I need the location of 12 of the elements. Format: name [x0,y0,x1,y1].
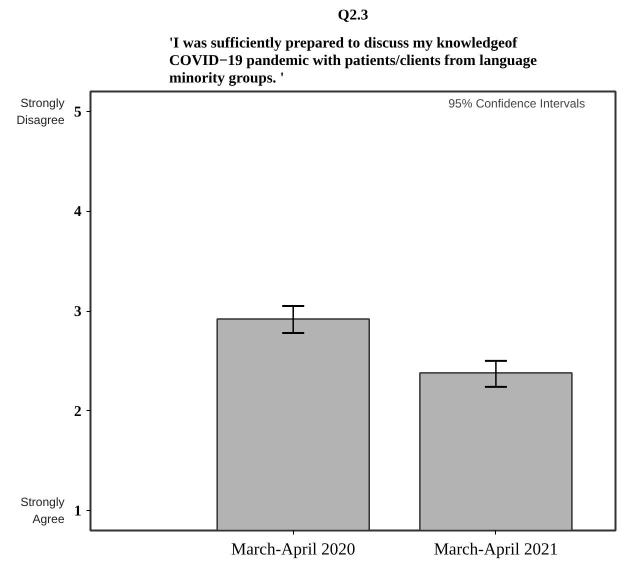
x-tick-label: March-April 2020 [231,540,356,558]
y-tick-label: 5 [74,104,82,120]
y-tick-label: 2 [74,404,82,420]
chart-subtitle: 'I was sufficiently prepared to discuss my knowledgeof COVID−19 pandemic with patients/clients from language minority groups. ' [169,35,538,86]
text: Strongly Disagree [16,96,65,127]
y-tick-label: 3 [74,304,82,320]
y-tick-label: 1 [74,504,82,520]
x-tick-label: March-April 2021 [434,540,558,558]
y-tick-label: 4 [74,204,82,220]
text: Strongly Agree [20,495,65,526]
chart-title: Q2.3 [338,8,368,24]
annotation: 95% Confidence Intervals [448,96,586,110]
